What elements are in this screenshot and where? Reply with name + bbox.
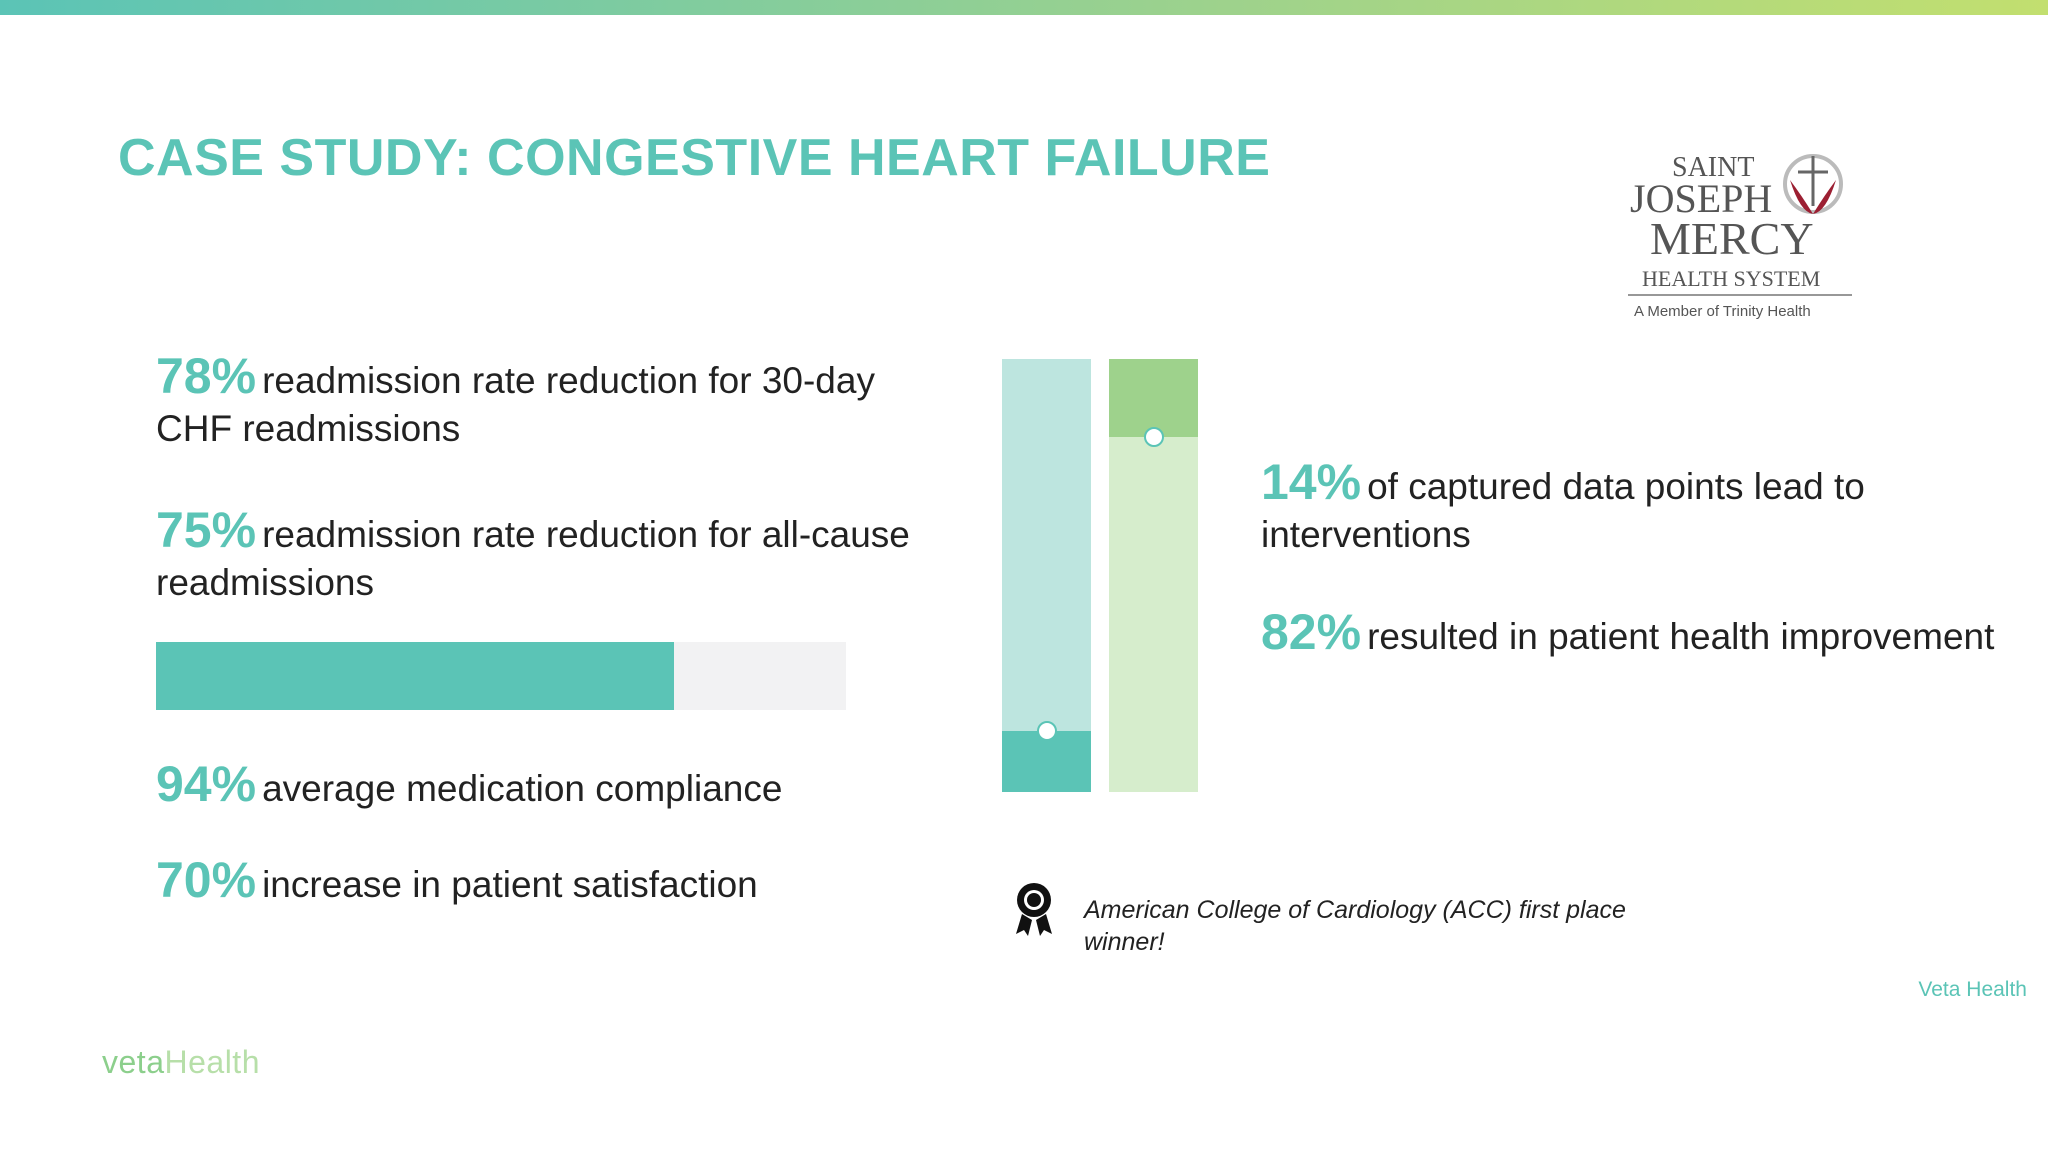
- svg-text:A Member of Trinity Health: A Member of Trinity Health: [1634, 303, 1811, 320]
- stat-data-points-interventions: 14% of captured data points lead to inter…: [1261, 457, 1961, 559]
- saint-joseph-mercy-logo: SAINT JOSEPH MERCY HEALTH SYSTEM A Membe…: [1628, 152, 1852, 320]
- svg-text:HEALTH SYSTEM: HEALTH SYSTEM: [1642, 266, 1820, 291]
- svg-text:SAINT: SAINT: [1672, 152, 1754, 183]
- stat-percentage: 70%: [156, 852, 257, 908]
- veta-health-logo: vetaHealth: [102, 1044, 260, 1081]
- stat-patient-satisfaction: 70% increase in patient satisfaction: [156, 855, 956, 909]
- stat-health-improvement: 82% resulted in patient health improvemen…: [1261, 607, 2021, 661]
- slide-title: CASE STUDY: CONGESTIVE HEART FAILURE: [118, 129, 1271, 187]
- data-points-intervention-bar: [1002, 359, 1091, 792]
- bar-track: [1002, 359, 1091, 731]
- stat-percentage: 75%: [156, 502, 257, 558]
- stat-description: average medication compliance: [262, 768, 783, 809]
- award-ribbon-icon: [1016, 883, 1052, 936]
- bar-marker-dot: [1036, 721, 1057, 741]
- logo-part-health: Health: [164, 1044, 260, 1080]
- stat-30day-readmission: 78% readmission rate reduction for 30-day…: [156, 351, 916, 453]
- stat-percentage: 14%: [1261, 454, 1362, 510]
- logo-part-veta: veta: [102, 1044, 165, 1080]
- readmission-progress-bar: [156, 642, 846, 710]
- stat-medication-compliance: 94% average medication compliance: [156, 759, 956, 813]
- stat-description: increase in patient satisfaction: [262, 864, 758, 905]
- footer-brand-text: Veta Health: [1918, 978, 2027, 1001]
- stat-description: resulted in patient health improvement: [1367, 616, 1995, 657]
- stat-allcause-readmission: 75% readmission rate reduction for all-ca…: [156, 505, 956, 607]
- svg-text:MERCY: MERCY: [1650, 213, 1814, 264]
- stat-percentage: 94%: [156, 756, 257, 812]
- health-improvement-bar: [1109, 359, 1198, 792]
- stat-description: of captured data points lead to interven…: [1261, 466, 1865, 555]
- stat-description: readmission rate reduction for all-cause…: [156, 514, 910, 603]
- bar-marker-dot: [1143, 427, 1164, 447]
- bar-fill: [1109, 437, 1198, 792]
- svg-text:JOSEPH: JOSEPH: [1630, 176, 1772, 221]
- stat-percentage: 82%: [1261, 604, 1362, 660]
- top-accent-bar: [0, 0, 2048, 15]
- award-text: American College of Cardiology (ACC) fir…: [1084, 896, 1626, 956]
- progress-bar-fill: [156, 642, 674, 710]
- bar-fill: [1002, 731, 1091, 792]
- bar-track: [1109, 359, 1198, 437]
- stat-description: readmission rate reduction for 30-day CH…: [156, 360, 875, 449]
- stat-percentage: 78%: [156, 348, 257, 404]
